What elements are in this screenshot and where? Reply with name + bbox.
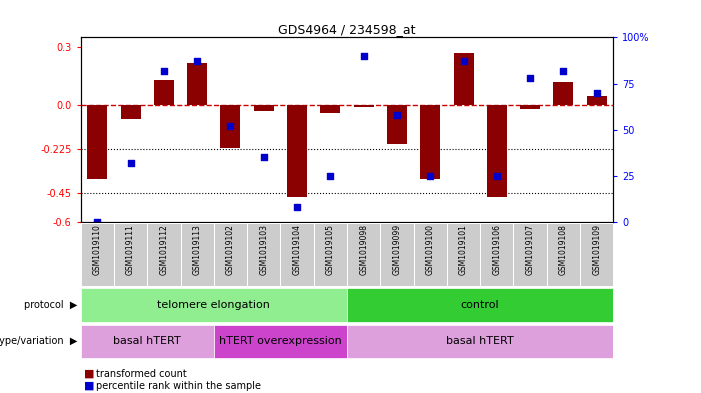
Bar bbox=[421, 105, 440, 179]
Point bbox=[458, 58, 469, 64]
Bar bbox=[214, 223, 247, 286]
Bar bbox=[187, 62, 207, 105]
Bar bbox=[347, 325, 613, 358]
Text: GSM1019104: GSM1019104 bbox=[292, 224, 301, 275]
Bar bbox=[247, 223, 280, 286]
Point bbox=[191, 58, 203, 64]
Point bbox=[225, 123, 236, 129]
Text: GSM1019108: GSM1019108 bbox=[559, 224, 568, 275]
Bar bbox=[181, 223, 214, 286]
Point bbox=[325, 173, 336, 179]
Bar bbox=[514, 223, 547, 286]
Point bbox=[491, 173, 503, 179]
Text: GSM1019101: GSM1019101 bbox=[459, 224, 468, 275]
Bar bbox=[254, 105, 273, 111]
Bar bbox=[114, 223, 147, 286]
Bar bbox=[580, 223, 613, 286]
Bar bbox=[347, 288, 613, 321]
Text: GSM1019105: GSM1019105 bbox=[326, 224, 335, 275]
Bar bbox=[88, 105, 107, 179]
Bar bbox=[221, 105, 240, 148]
Bar bbox=[520, 105, 540, 109]
Text: hTERT overexpression: hTERT overexpression bbox=[219, 336, 342, 346]
Text: genotype/variation  ▶: genotype/variation ▶ bbox=[0, 336, 77, 346]
Text: GSM1019100: GSM1019100 bbox=[426, 224, 435, 275]
Point bbox=[591, 90, 602, 96]
Text: ■: ■ bbox=[84, 381, 95, 391]
Title: GDS4964 / 234598_at: GDS4964 / 234598_at bbox=[278, 23, 416, 36]
Text: transformed count: transformed count bbox=[96, 369, 186, 379]
Bar bbox=[347, 223, 381, 286]
Point bbox=[292, 204, 303, 210]
Bar bbox=[81, 288, 347, 321]
Bar bbox=[121, 105, 141, 119]
Point bbox=[125, 160, 136, 166]
Text: basal hTERT: basal hTERT bbox=[114, 336, 181, 346]
Text: GSM1019111: GSM1019111 bbox=[126, 224, 135, 275]
Point bbox=[258, 154, 269, 160]
Bar bbox=[480, 223, 513, 286]
Bar bbox=[314, 223, 347, 286]
Text: GSM1019110: GSM1019110 bbox=[93, 224, 102, 275]
Text: basal hTERT: basal hTERT bbox=[447, 336, 514, 346]
Text: control: control bbox=[461, 300, 500, 310]
Bar bbox=[486, 105, 507, 197]
Text: GSM1019107: GSM1019107 bbox=[526, 224, 535, 275]
Text: GSM1019103: GSM1019103 bbox=[259, 224, 268, 275]
Bar bbox=[547, 223, 580, 286]
Text: GSM1019109: GSM1019109 bbox=[592, 224, 601, 275]
Bar bbox=[587, 95, 606, 105]
Text: GSM1019099: GSM1019099 bbox=[393, 224, 402, 275]
Bar bbox=[320, 105, 341, 113]
Text: ■: ■ bbox=[84, 369, 95, 379]
Text: telomere elongation: telomere elongation bbox=[157, 300, 271, 310]
Bar bbox=[387, 105, 407, 144]
Point bbox=[391, 112, 402, 118]
Point bbox=[558, 68, 569, 74]
Point bbox=[425, 173, 436, 179]
Bar bbox=[81, 223, 114, 286]
Bar bbox=[447, 223, 480, 286]
Text: GSM1019113: GSM1019113 bbox=[193, 224, 202, 275]
Bar bbox=[280, 223, 314, 286]
Text: GSM1019112: GSM1019112 bbox=[159, 224, 168, 275]
Text: GSM1019098: GSM1019098 bbox=[359, 224, 368, 275]
Bar bbox=[287, 105, 307, 197]
Bar bbox=[81, 325, 214, 358]
Point bbox=[158, 68, 170, 74]
Point bbox=[524, 75, 536, 81]
Bar bbox=[454, 53, 474, 105]
Bar bbox=[414, 223, 447, 286]
Bar bbox=[554, 82, 573, 105]
Text: percentile rank within the sample: percentile rank within the sample bbox=[96, 381, 261, 391]
Bar bbox=[154, 80, 174, 105]
Text: GSM1019106: GSM1019106 bbox=[492, 224, 501, 275]
Bar bbox=[147, 223, 181, 286]
Point bbox=[358, 53, 369, 59]
Text: GSM1019102: GSM1019102 bbox=[226, 224, 235, 275]
Bar bbox=[214, 325, 347, 358]
Bar bbox=[354, 105, 374, 107]
Point bbox=[92, 219, 103, 225]
Text: protocol  ▶: protocol ▶ bbox=[24, 300, 77, 310]
Bar bbox=[381, 223, 414, 286]
